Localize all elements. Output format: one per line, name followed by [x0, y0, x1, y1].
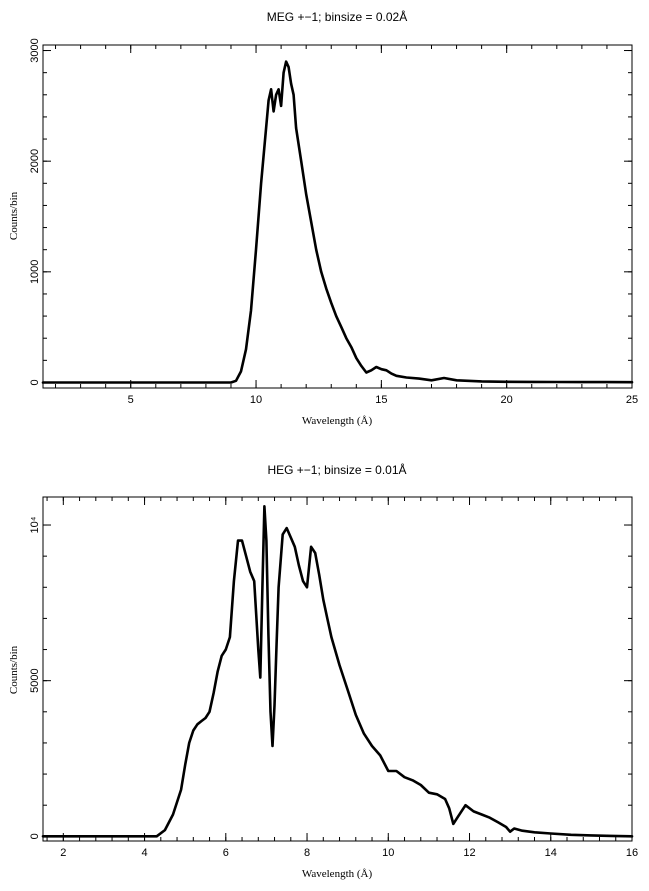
meg-x-tick-label: 20	[501, 394, 513, 406]
heg-x-tick-label: 6	[223, 847, 229, 859]
heg-spectrum-line	[41, 505, 634, 838]
meg-x-axis-label: Wavelength (Å)	[302, 415, 373, 427]
heg-y-tick-label: 5000	[29, 668, 41, 692]
meg-y-tick-label: 2000	[29, 149, 41, 173]
meg-plot-frame	[42, 44, 633, 389]
meg-x-axis: 5 10 15 20 25	[55, 45, 638, 406]
meg-y-axis-label: Counts/bin	[8, 191, 20, 240]
heg-x-tick-label: 2	[60, 847, 66, 859]
heg-x-tick-label: 16	[626, 847, 638, 859]
heg-x-axis-label: Wavelength (Å)	[302, 868, 373, 880]
meg-x-tick-label: 10	[250, 394, 262, 406]
heg-y-tick-label: 0	[29, 833, 41, 839]
heg-x-axis: 2 4 6 8 10 12 14 16	[46, 497, 638, 859]
heg-title: HEG +−1; binsize = 0.01Å	[267, 462, 406, 477]
heg-panel: HEG +−1; binsize = 0.01Å 2 4 6 8 10 12 14 16 0 5…	[8, 462, 638, 880]
meg-spectrum-line	[41, 60, 634, 384]
heg-y-tick-label: 10⁴	[29, 516, 41, 533]
heg-x-tick-label: 10	[382, 847, 394, 859]
meg-x-tick-label: 5	[128, 394, 134, 406]
meg-y-tick-label: 0	[29, 379, 41, 385]
meg-x-tick-label: 15	[375, 394, 387, 406]
heg-x-tick-label: 8	[304, 847, 310, 859]
heg-x-tick-label: 4	[141, 847, 147, 859]
heg-x-tick-label: 12	[463, 847, 475, 859]
meg-panel: MEG +−1; binsize = 0.02Å 5 10 15 20 25 0 1000…	[8, 9, 638, 427]
heg-y-axis-label: Counts/bin	[8, 645, 20, 694]
heg-y-axis: 0 5000 10⁴	[29, 516, 632, 839]
meg-y-axis: 0 1000 2000 3000	[29, 38, 632, 386]
meg-x-tick-label: 25	[626, 394, 638, 406]
heg-plot-frame	[42, 496, 633, 842]
heg-x-tick-label: 14	[545, 847, 557, 859]
meg-y-tick-label: 3000	[29, 38, 41, 62]
meg-y-tick-label: 1000	[29, 260, 41, 284]
meg-title: MEG +−1; binsize = 0.02Å	[267, 9, 407, 24]
